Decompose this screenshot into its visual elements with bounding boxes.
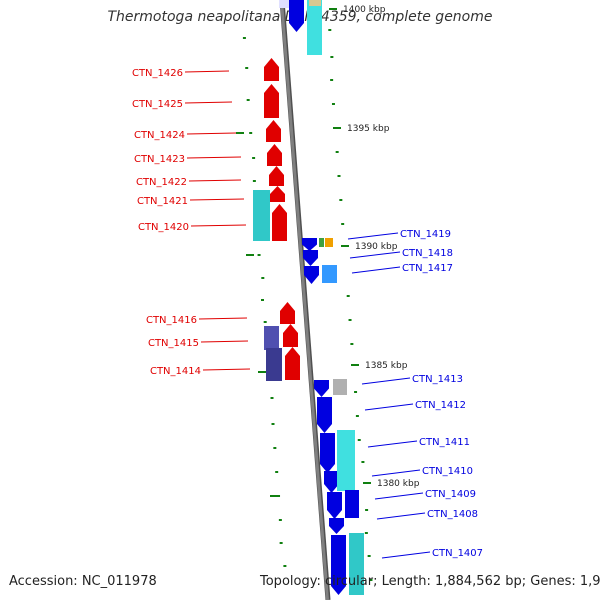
gene-arrow xyxy=(303,250,318,266)
cds-feature xyxy=(325,238,333,247)
gene-label-leader xyxy=(381,551,431,559)
gene-arrow xyxy=(329,518,344,534)
cds-feature xyxy=(322,265,337,283)
gene-label-leader xyxy=(186,156,242,159)
gene-label: CTN_1419 xyxy=(400,229,451,240)
gene-label-leader xyxy=(186,132,237,135)
gene-label: CTN_1416 xyxy=(146,315,197,326)
accession-text: Accession: NC_011978 xyxy=(9,574,157,589)
gene-arrow xyxy=(285,347,300,380)
backbone-line xyxy=(280,0,329,600)
cds-feature xyxy=(253,190,270,241)
gene-label: CTN_1410 xyxy=(422,466,473,477)
gene-label: CTN_1423 xyxy=(134,154,185,165)
gene-label: CTN_1421 xyxy=(137,196,188,207)
gene-label-leader xyxy=(184,101,233,104)
gene-label: CTN_1420 xyxy=(138,222,189,233)
scale-label: 1380 kbp xyxy=(377,479,420,489)
gene-label-leader xyxy=(189,198,245,201)
gene-arrow xyxy=(283,324,298,347)
gene-label: CTN_1411 xyxy=(419,437,470,448)
cds-feature xyxy=(307,0,322,55)
scale-label: 1400 kbp xyxy=(343,5,386,15)
gene-label-leader xyxy=(371,469,421,477)
cds-feature xyxy=(349,533,364,595)
gene-arrow xyxy=(320,433,335,473)
gene-label: CTN_1408 xyxy=(427,509,478,520)
gene-label-leader xyxy=(190,224,247,227)
gene-label: CTN_1412 xyxy=(415,400,466,411)
gene-arrow xyxy=(269,166,284,186)
gene-arrow xyxy=(266,120,281,142)
gene-label-leader xyxy=(351,266,401,274)
gene-arrow xyxy=(331,535,346,595)
cds-feature xyxy=(345,490,359,518)
cds-feature xyxy=(333,379,347,395)
gene-arrow xyxy=(302,238,317,251)
gene-label: CTN_1422 xyxy=(136,177,187,188)
gene-arrow xyxy=(304,266,319,284)
gene-label-leader xyxy=(361,377,411,385)
gene-label-leader xyxy=(367,440,418,448)
gene-label-leader xyxy=(188,179,242,182)
gene-arrow xyxy=(314,380,329,397)
cds-feature xyxy=(337,430,355,491)
gene-label: CTN_1424 xyxy=(134,130,185,141)
cds-feature xyxy=(266,348,282,381)
gene-label: CTN_1414 xyxy=(150,366,201,377)
gene-label-leader xyxy=(202,368,251,371)
gene-label: CTN_1417 xyxy=(402,263,453,274)
scale-label: 1395 kbp xyxy=(347,124,390,134)
gene-label: CTN_1415 xyxy=(148,338,199,349)
cds-feature xyxy=(319,238,324,247)
cds-feature xyxy=(264,326,279,350)
gene-label: CTN_1425 xyxy=(132,99,183,110)
gene-label: CTN_1413 xyxy=(412,374,463,385)
gene-arrow xyxy=(327,492,342,519)
gene-arrow xyxy=(289,0,304,32)
gene-arrow xyxy=(264,84,279,118)
gene-feature xyxy=(279,0,289,8)
gene-arrow xyxy=(270,186,285,202)
gene-label-leader xyxy=(349,251,401,259)
scale-label: 1390 kbp xyxy=(355,242,398,252)
gene-label-leader xyxy=(374,492,424,500)
gene-label: CTN_1426 xyxy=(132,68,183,79)
gene-label-leader xyxy=(364,403,414,411)
gene-arrow xyxy=(264,58,279,81)
gene-arrow xyxy=(280,302,295,324)
genome-summary-text: Topology: circular; Length: 1,884,562 bp… xyxy=(260,574,600,589)
gene-arrow xyxy=(317,397,332,433)
gene-label-leader xyxy=(200,340,249,343)
gene-label-leader xyxy=(376,512,426,520)
gene-label: CTN_1418 xyxy=(402,248,453,259)
gene-label-leader xyxy=(198,317,248,320)
gene-label: CTN_1407 xyxy=(432,548,483,559)
cds-feature xyxy=(309,0,321,6)
gene-label: CTN_1409 xyxy=(425,489,476,500)
scale-label: 1385 kbp xyxy=(365,361,408,371)
gene-arrow xyxy=(272,204,287,241)
gene-label-leader xyxy=(184,70,230,73)
gene-label-leader xyxy=(347,232,399,240)
gene-arrow xyxy=(267,144,282,166)
gene-arrow xyxy=(324,471,339,493)
